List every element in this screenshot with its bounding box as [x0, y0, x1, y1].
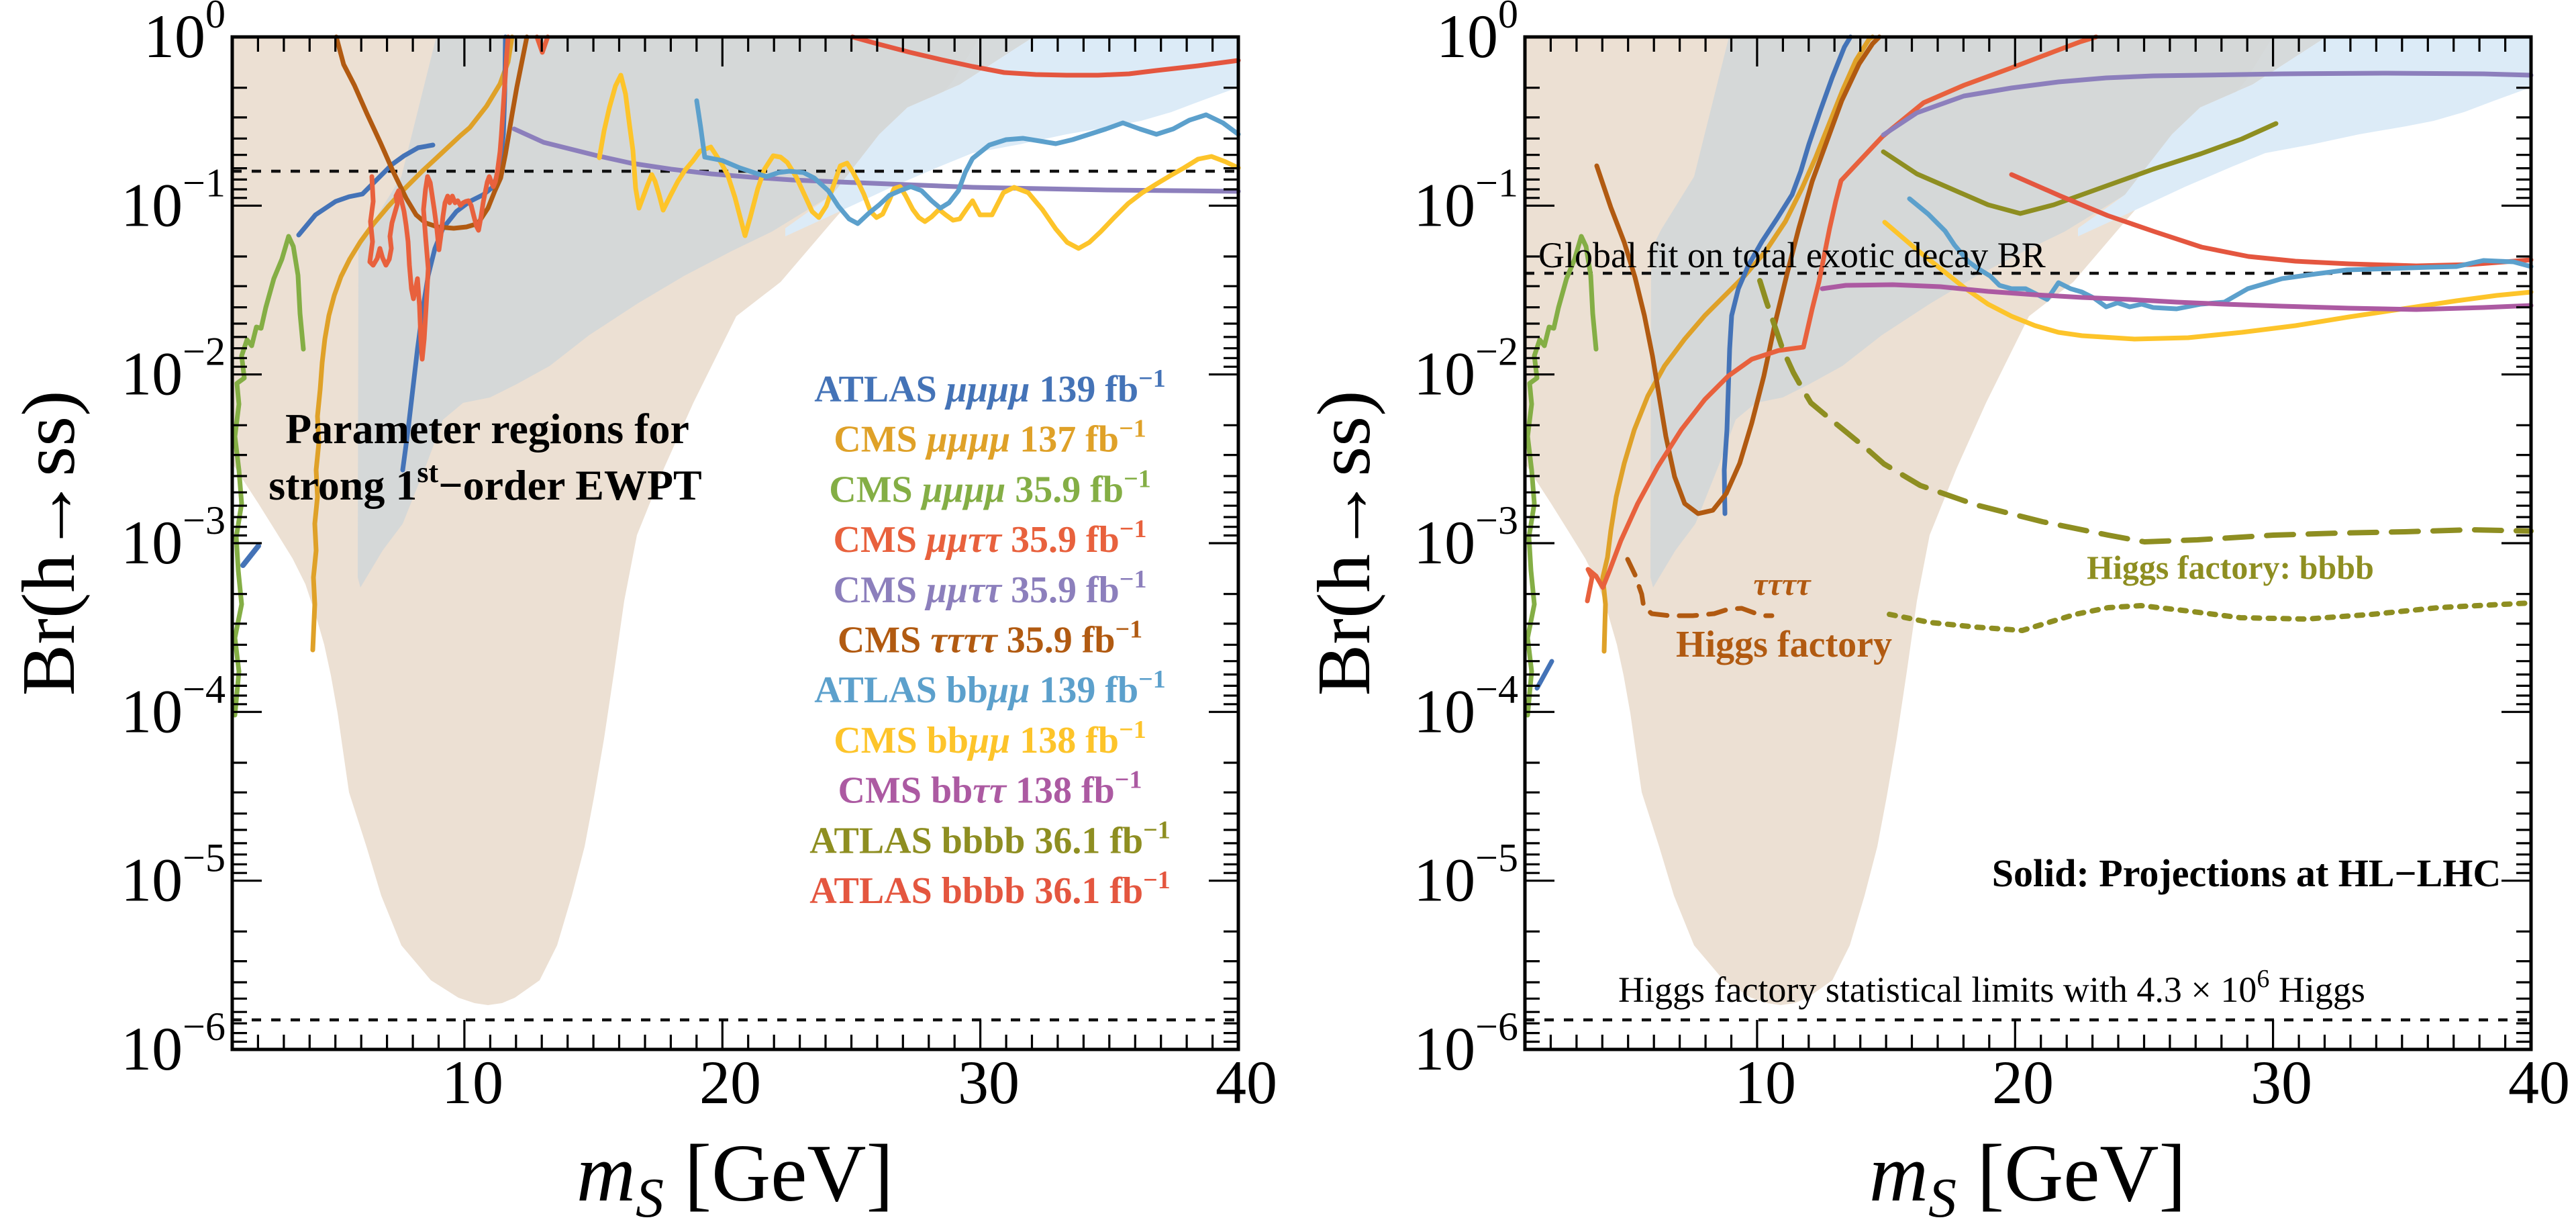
- svg-text:ATLAS bbμμ 139 fb−1: ATLAS bbμμ 139 fb−1: [814, 665, 1166, 711]
- svg-text:ATLAS μμμμ 139 fb−1: ATLAS μμμμ 139 fb−1: [814, 365, 1166, 410]
- svg-text:10: 10: [1734, 1048, 1796, 1117]
- svg-text:ATLAS bbbb 36.1 fb−1: ATLAS bbbb 36.1 fb−1: [809, 866, 1171, 912]
- svg-text:30: 30: [958, 1048, 1020, 1117]
- svg-text:30: 30: [2250, 1048, 2312, 1117]
- svg-text:CMS μμμμ 35.9 fb−1: CMS μμμμ 35.9 fb−1: [829, 465, 1150, 510]
- svg-text:20: 20: [1992, 1048, 2054, 1117]
- svg-text:10−2: 10−2: [1414, 330, 1518, 408]
- svg-text:Parameter regions for: Parameter regions for: [285, 405, 689, 453]
- svg-text:Br(h→ss): Br(h→ss): [7, 391, 91, 696]
- svg-text:Solid: Projections at HL−LHC: Solid: Projections at HL−LHC: [1992, 851, 2501, 895]
- svg-text:ττττ: ττττ: [1753, 567, 1812, 602]
- svg-text:20: 20: [699, 1048, 761, 1117]
- svg-text:40: 40: [2508, 1048, 2570, 1117]
- svg-text:strong 1st−order EWPT: strong 1st−order EWPT: [268, 456, 701, 509]
- svg-text:ATLAS bbbb 36.1 fb−1: ATLAS bbbb 36.1 fb−1: [809, 816, 1171, 861]
- svg-text:CMS ττττ 35.9 fb−1: CMS ττττ 35.9 fb−1: [838, 616, 1142, 661]
- svg-text:CMS μμττ 35.9 fb−1: CMS μμττ 35.9 fb−1: [834, 565, 1147, 611]
- svg-text:10: 10: [442, 1048, 503, 1117]
- svg-text:40: 40: [1216, 1048, 1277, 1117]
- svg-text:Br(h→ss): Br(h→ss): [1303, 391, 1386, 696]
- svg-text:CMS μμττ 35.9 fb−1: CMS μμττ 35.9 fb−1: [834, 515, 1147, 561]
- svg-text:CMS μμμμ 137 fb−1: CMS μμμμ 137 fb−1: [834, 415, 1146, 461]
- svg-text:Higgs factory statistical limi: Higgs factory statistical limits with 4.…: [1618, 965, 2365, 1010]
- svg-text:Higgs factory: bbbb: Higgs factory: bbbb: [2087, 549, 2374, 586]
- svg-text:CMS bbμμ 138 fb−1: CMS bbμμ 138 fb−1: [834, 716, 1146, 761]
- svg-text:10−1: 10−1: [121, 160, 226, 239]
- svg-text:Global fit on total exotic dec: Global fit on total exotic decay BR: [1538, 235, 2046, 275]
- svg-text:mS [GeV]: mS [GeV]: [1869, 1128, 2186, 1221]
- svg-text:10−5: 10−5: [121, 836, 226, 914]
- svg-text:Higgs factory: Higgs factory: [1676, 624, 1892, 665]
- svg-text:mS [GeV]: mS [GeV]: [577, 1128, 893, 1221]
- svg-text:CMS bbττ 138 fb−1: CMS bbττ 138 fb−1: [838, 766, 1142, 812]
